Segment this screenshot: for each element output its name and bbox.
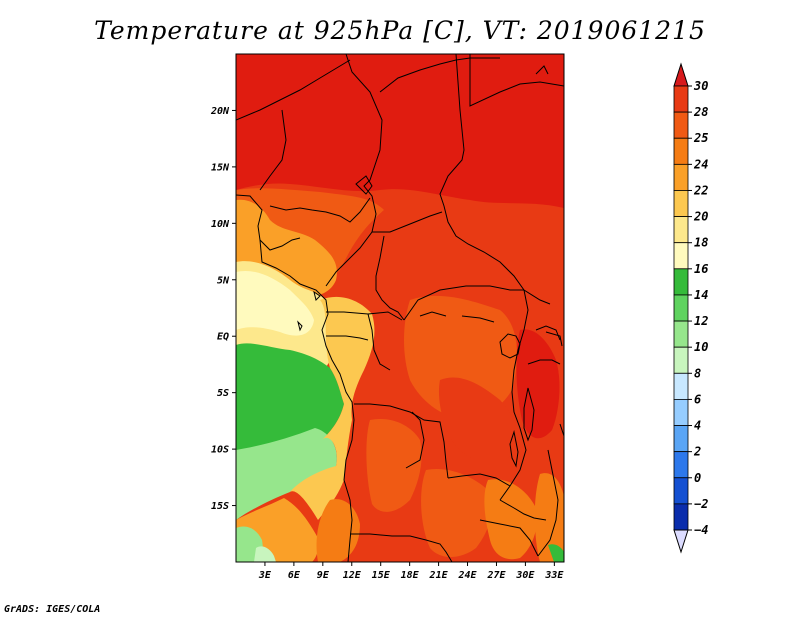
country-borders	[236, 54, 564, 562]
colorbar-max-triangle	[673, 62, 689, 87]
colorbar-level-label: −4	[694, 523, 708, 537]
colorbar-level-label: 0	[694, 471, 701, 485]
colorbar-level-label: 25	[693, 131, 708, 145]
colorbar-swatch	[673, 477, 689, 505]
lat-tick-label: 10S	[211, 445, 229, 456]
lon-tick-label: 27E	[486, 570, 506, 581]
colorbar-swatch	[673, 111, 689, 139]
colorbar-swatch	[673, 372, 689, 400]
lat-tick-label: 5N	[217, 275, 230, 286]
map-title: Temperature at 925hPa [C], VT: 201906121…	[94, 16, 706, 45]
colorbar-level-label: 18	[694, 236, 708, 250]
colorbar-level-label: 10	[694, 340, 708, 354]
colorbar-swatch	[673, 242, 689, 270]
lat-tick-label: 5S	[217, 388, 229, 399]
map-frame: 20N 15N 10N 5N EQ 5S 10S 15S 3E 6E 9E 12E 15E 18E 21E…	[210, 53, 565, 581]
colorbar-swatch	[673, 451, 689, 479]
lon-tick-label: 6E	[288, 570, 301, 581]
lon-tick-label: 15E	[372, 570, 391, 581]
lon-tick-label: 24E	[457, 570, 477, 581]
colorbar-level-label: 24	[693, 157, 708, 171]
colorbar-swatch	[673, 85, 689, 113]
colorbar-swatch	[673, 503, 689, 531]
colorbar-swatch	[673, 216, 689, 244]
colorbar-swatch	[673, 346, 689, 374]
footer-credit: GrADS: IGES/COLA	[4, 604, 101, 615]
colorbar-swatch	[673, 320, 689, 348]
colorbar-swatch	[673, 137, 689, 165]
lon-tick-label: 30E	[515, 570, 535, 581]
colorbar-level-label: 2	[693, 445, 701, 459]
colorbar-level-label: 8	[694, 366, 701, 380]
colorbar-swatch	[673, 190, 689, 217]
lat-tick-label: 15S	[211, 501, 229, 512]
temperature-field	[236, 54, 564, 562]
colorbar-level-label: 22	[693, 183, 708, 197]
colorbar-level-label: 20	[693, 210, 708, 224]
colorbar-swatch	[673, 425, 689, 453]
colorbar-level-label: 12	[694, 314, 708, 328]
lat-tick-label: 20N	[210, 106, 230, 117]
colorbar-swatch	[673, 268, 689, 296]
lon-tick-label: 21E	[429, 570, 449, 581]
colorbar-min-triangle	[673, 529, 689, 554]
lon-tick-label: 12E	[343, 570, 362, 581]
colorbar-level-label: 14	[694, 288, 708, 302]
colorbar-swatch	[673, 399, 689, 426]
lon-tick-label: 18E	[401, 570, 420, 581]
lon-tick-label: 9E	[317, 570, 330, 581]
colorbar-swatch	[673, 294, 689, 322]
lon-tick-label: 33E	[544, 570, 564, 581]
lon-tick-label: 3E	[258, 570, 272, 581]
lat-tick-label: 10N	[211, 219, 230, 230]
colorbar-level-label: 16	[694, 262, 708, 276]
colorbar-level-label: 28	[693, 105, 708, 119]
colorbar-level-label: −2	[694, 497, 708, 511]
colorbar-level-label: 4	[694, 419, 701, 433]
lat-tick-label: 15N	[211, 162, 230, 173]
colorbar-level-label: 30	[693, 79, 708, 93]
colorbar-swatch	[673, 163, 689, 191]
colorbar-level-label: 6	[694, 392, 701, 406]
lat-tick-label: EQ	[217, 332, 229, 343]
